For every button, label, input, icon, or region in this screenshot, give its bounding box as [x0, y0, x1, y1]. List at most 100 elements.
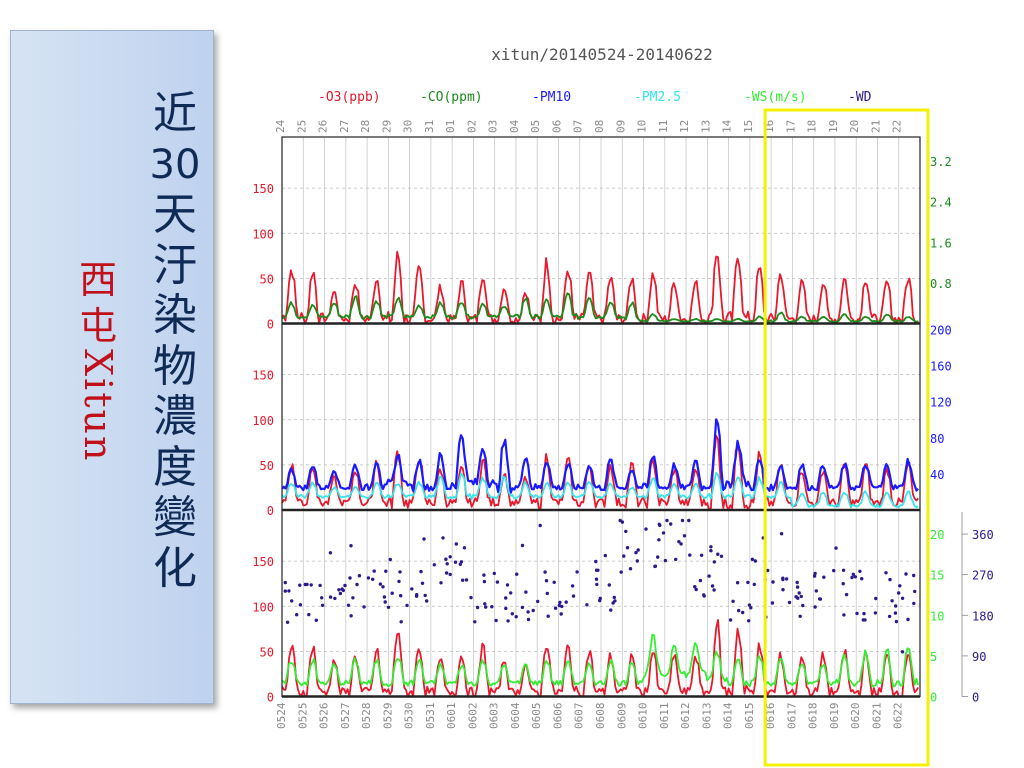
- wd-point: [544, 579, 549, 583]
- bottom-tick-label: 0620: [849, 703, 862, 730]
- wd-point: [781, 588, 785, 592]
- bottom-tick-label: 0614: [722, 702, 735, 729]
- wd-point: [787, 600, 792, 605]
- wd-point: [904, 572, 908, 576]
- wd-point: [307, 612, 311, 617]
- ws-tick-label: 10: [930, 609, 944, 623]
- wd-point: [687, 518, 691, 523]
- wd-point: [441, 536, 445, 540]
- wd-point: [844, 592, 849, 597]
- wd-point: [699, 553, 704, 557]
- top-tick-label: 31: [423, 120, 436, 133]
- wd-point: [665, 518, 669, 523]
- bottom-tick-label: 0609: [615, 703, 628, 730]
- ws-tick-label: 20: [930, 528, 944, 542]
- right-tick-label: 0.8: [930, 277, 952, 291]
- wd-point: [834, 546, 838, 550]
- wd-point: [663, 558, 668, 563]
- highlight-box: [763, 108, 930, 767]
- legend-item: -WS(m/s): [744, 90, 807, 105]
- wd-point: [419, 569, 423, 574]
- wd-point: [653, 564, 658, 568]
- bottom-tick-label: 0605: [530, 703, 543, 730]
- wd-point: [874, 596, 878, 601]
- wd-point: [328, 595, 333, 599]
- series-line: [281, 250, 919, 325]
- wd-point: [490, 605, 494, 609]
- top-tick-label: 06: [550, 120, 563, 133]
- wd-point: [822, 575, 826, 579]
- vertical-title: 近 30 天汙染物濃度變化: [147, 88, 203, 594]
- wd-point: [506, 619, 510, 623]
- top-tick-label: 13: [699, 120, 712, 133]
- right-tick-label: 120: [930, 396, 952, 410]
- wd-point: [545, 591, 549, 596]
- wd-point: [349, 614, 353, 618]
- top-tick-label: 05: [529, 120, 542, 133]
- wd-point: [492, 571, 496, 576]
- wd-point: [799, 594, 803, 599]
- wd-point: [318, 583, 322, 588]
- wd-point: [669, 522, 673, 526]
- wd-point: [709, 549, 713, 553]
- left-tick-label: 150: [252, 555, 274, 569]
- bottom-tick-label: 0603: [488, 703, 501, 730]
- title-char-1: 近: [153, 88, 197, 139]
- right-tick-label: 1.6: [930, 236, 952, 250]
- wd-point: [682, 534, 687, 538]
- wd-point: [283, 589, 287, 593]
- wd-point: [657, 522, 661, 526]
- wd-point: [841, 582, 845, 586]
- bottom-tick-label: 0617: [785, 703, 798, 730]
- bottom-tick-label: 0529: [381, 703, 394, 730]
- wd-point: [851, 572, 855, 576]
- legend-item: -O3(ppb): [318, 90, 381, 105]
- wd-tick-label: 0: [972, 691, 979, 705]
- top-tick-label: 28: [359, 120, 372, 133]
- left-tick-label: 100: [252, 600, 274, 614]
- wd-point: [553, 606, 558, 610]
- wd-point: [888, 577, 892, 582]
- wd-point: [853, 575, 857, 579]
- title-char-7: 濃: [153, 391, 197, 442]
- top-tick-label: 10: [636, 120, 649, 133]
- wd-point: [635, 559, 639, 563]
- series-line: [281, 434, 919, 511]
- top-tick-label: 29: [380, 120, 393, 133]
- wd-point: [538, 523, 542, 528]
- left-tick-label: 0: [267, 504, 274, 518]
- bottom-tick-label: 0608: [594, 703, 607, 730]
- wd-point: [801, 603, 805, 608]
- legend-item: -PM10: [532, 90, 571, 105]
- wd-point: [557, 603, 561, 608]
- wd-point: [504, 596, 508, 600]
- bottom-tick-label: 0621: [870, 703, 883, 730]
- wd-point: [728, 618, 733, 622]
- wd-point: [298, 603, 303, 607]
- wd-point: [813, 605, 817, 609]
- wd-point: [795, 580, 799, 585]
- chart-axes: 24 25 26 27 28 29 30 31 01 02 03 04 05 06 07 08 09 10 11 12…: [252, 119, 993, 729]
- top-tick-label: 07: [572, 120, 585, 133]
- title-char-6: 物: [153, 340, 197, 392]
- top-tick-label: 20: [848, 120, 861, 133]
- left-tick-label: 100: [252, 227, 274, 241]
- wd-tick-label: 90: [972, 650, 986, 664]
- bottom-tick-label: 0530: [403, 703, 416, 730]
- title-char-5: 染: [153, 290, 197, 341]
- wd-tick-label: 180: [972, 609, 994, 623]
- wd-point: [812, 574, 817, 578]
- wd-point: [464, 578, 469, 582]
- wd-point: [328, 551, 333, 555]
- wd-point: [448, 572, 452, 577]
- wd-point: [674, 557, 678, 562]
- wd-point: [750, 557, 755, 561]
- wd-point: [415, 593, 419, 597]
- bottom-tick-label: 0616: [764, 703, 777, 730]
- wd-point: [679, 542, 683, 546]
- wd-point: [448, 555, 452, 559]
- wd-point: [423, 593, 427, 598]
- wd-point: [609, 608, 613, 612]
- wd-point: [795, 585, 800, 589]
- top-tick-label: 08: [593, 120, 606, 133]
